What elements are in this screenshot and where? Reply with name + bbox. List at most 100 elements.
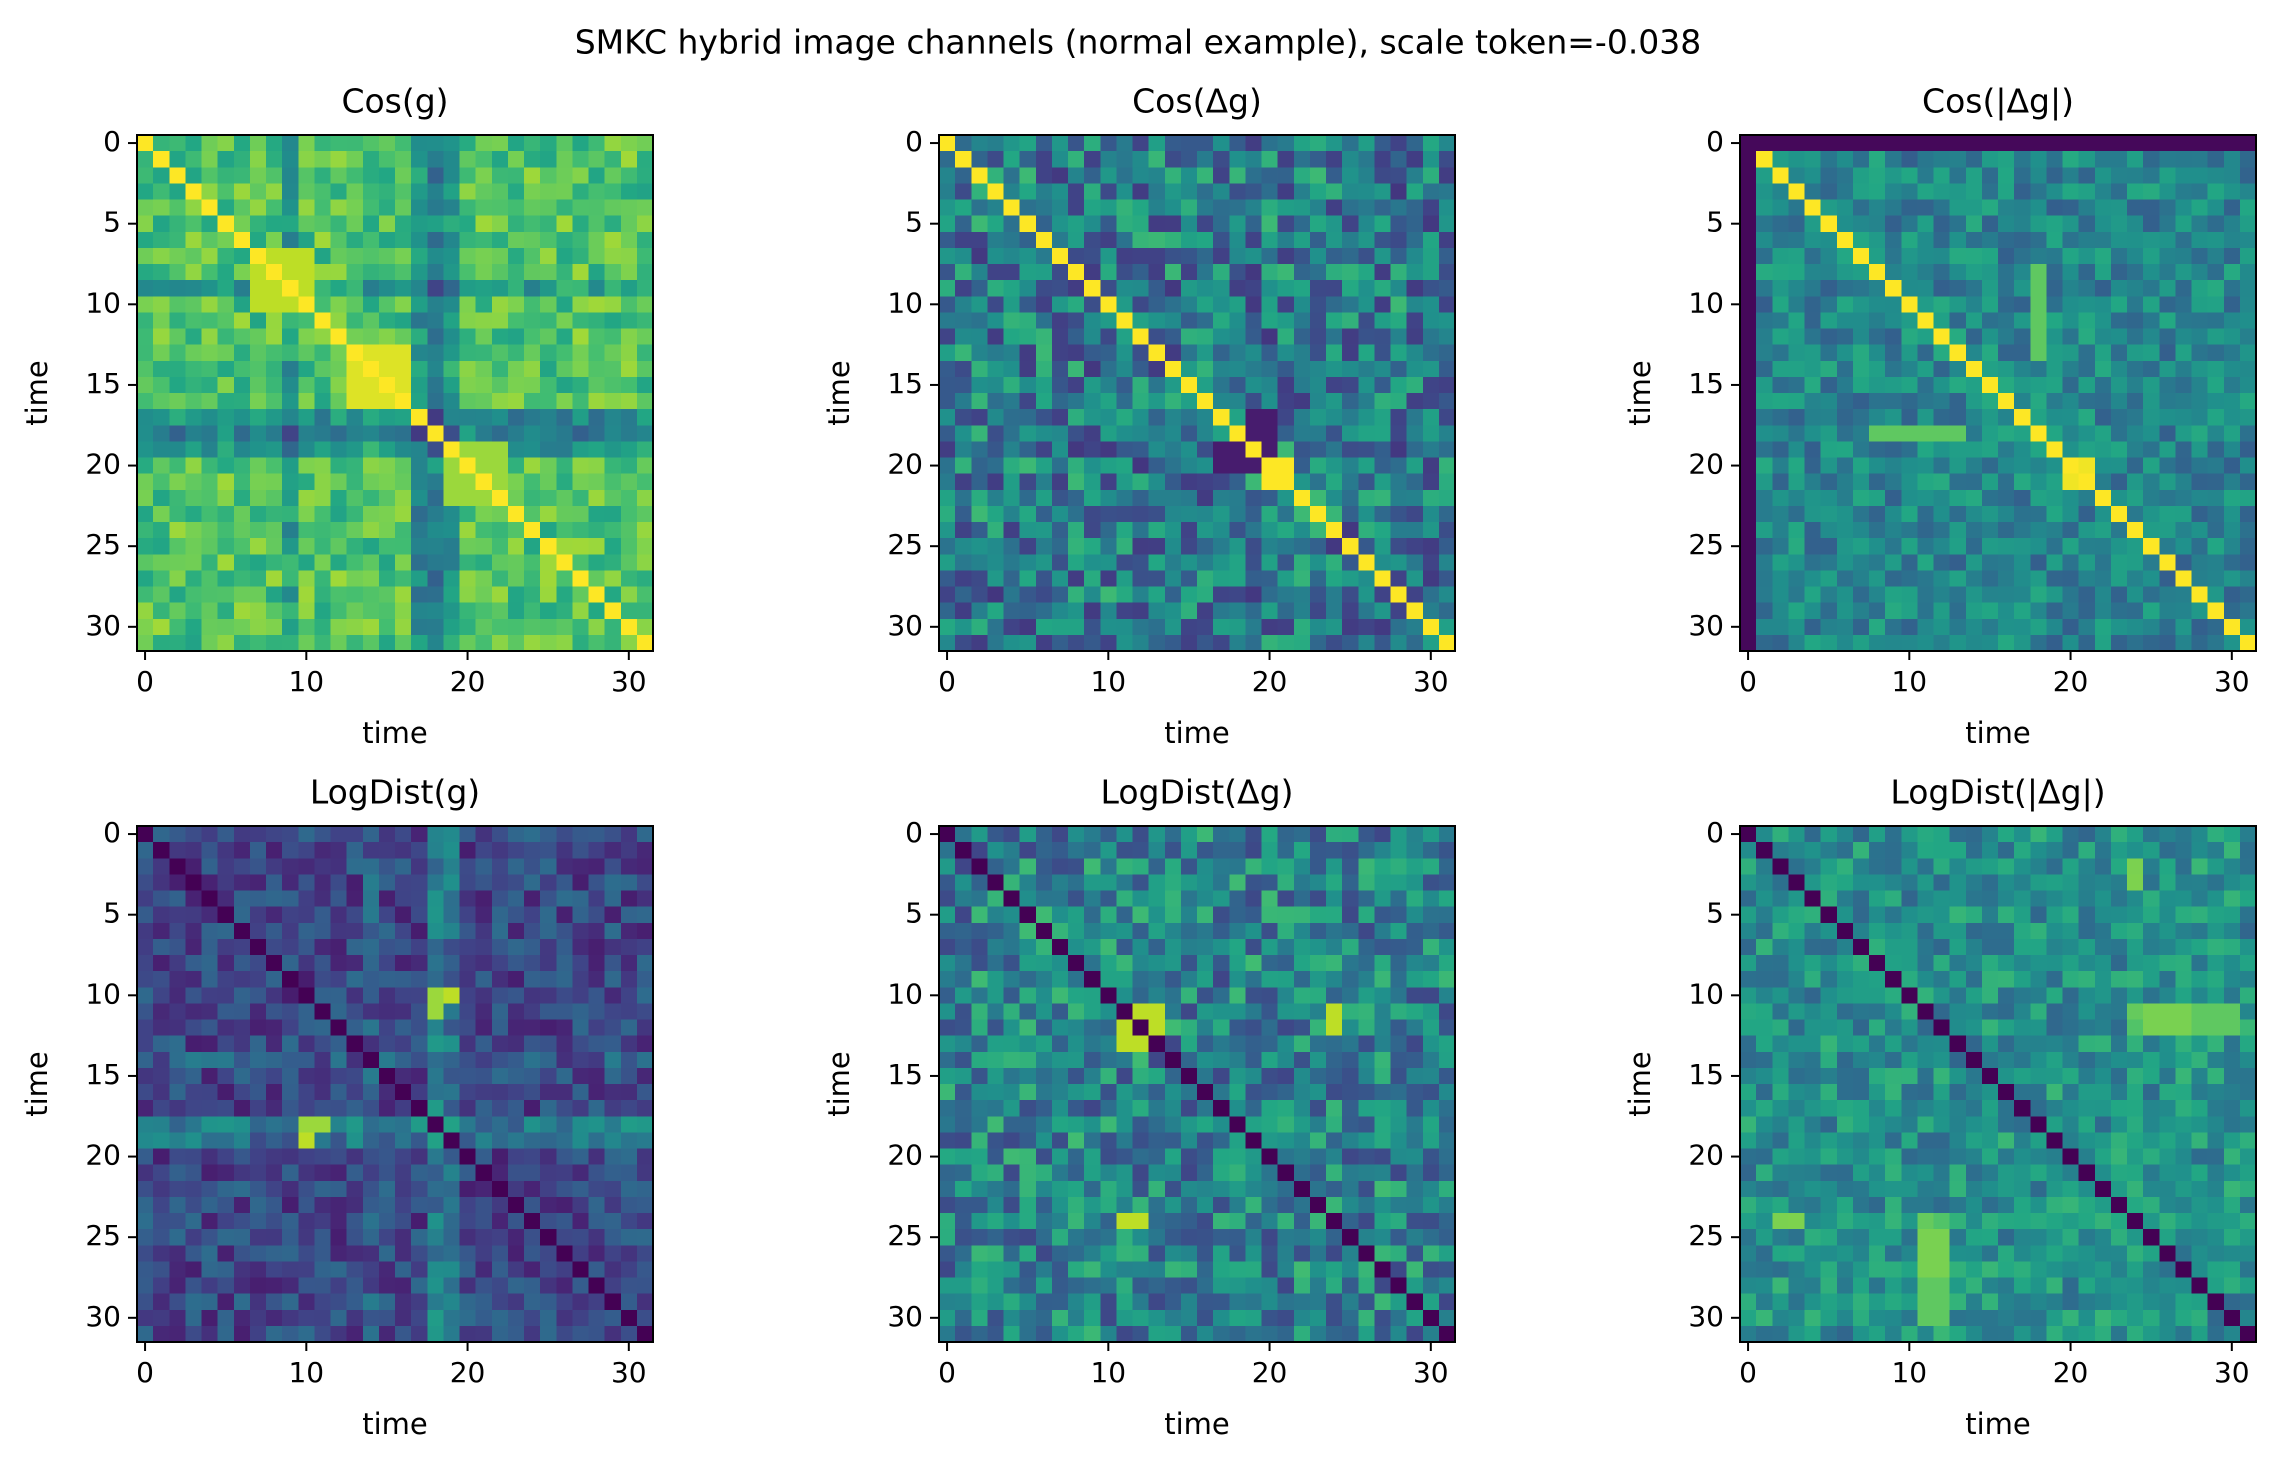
heatmap-cell	[1374, 151, 1392, 168]
heatmap-cell	[2014, 634, 2031, 652]
heatmap-cell	[475, 570, 493, 588]
heatmap-cell	[2062, 505, 2080, 523]
heatmap-cell	[298, 1196, 315, 1214]
heatmap-cell	[443, 1277, 461, 1295]
y-tick-label: 30	[1688, 609, 1724, 642]
heatmap-cell	[1116, 231, 1134, 249]
heatmap-cell	[540, 1084, 557, 1101]
heatmap-cell	[1358, 1148, 1375, 1166]
heatmap-cell	[2078, 473, 2096, 491]
heatmap-cell	[1949, 376, 1967, 394]
heatmap-cell	[1100, 505, 1117, 523]
heatmap-cell	[1772, 215, 1789, 233]
heatmap-cell	[298, 1019, 315, 1037]
heatmap-cell	[1390, 538, 1408, 555]
heatmap-cell	[1019, 1035, 1037, 1053]
heatmap-cell	[1374, 874, 1392, 892]
heatmap-cell	[1326, 538, 1343, 555]
heatmap-cell	[314, 328, 332, 346]
heatmap-cell	[955, 971, 972, 988]
heatmap-cell	[1229, 328, 1246, 346]
heatmap-cell	[1917, 393, 1935, 410]
heatmap-cell	[1068, 1084, 1085, 1101]
heatmap-cell	[475, 1261, 493, 1279]
heatmap-cell	[2175, 344, 2193, 362]
heatmap-cell	[1309, 634, 1327, 652]
heatmap-cell	[1358, 1164, 1375, 1182]
heatmap-cell	[1245, 264, 1263, 281]
heatmap-cell	[1949, 344, 1967, 362]
heatmap-cell	[604, 312, 622, 330]
heatmap-cell	[2030, 135, 2047, 152]
heatmap-cell	[153, 1229, 170, 1246]
heatmap-cell	[1245, 1213, 1263, 1230]
heatmap-cell	[620, 505, 638, 523]
heatmap-cell	[427, 328, 444, 346]
heatmap-cell	[395, 618, 412, 636]
heatmap-cell	[2014, 264, 2031, 281]
heatmap-cell	[1245, 1180, 1263, 1198]
heatmap-cell	[1390, 409, 1408, 426]
heatmap-cell	[1965, 538, 1983, 555]
heatmap-cell	[2062, 586, 2080, 604]
heatmap-cell	[298, 1277, 315, 1295]
heatmap-cell	[298, 955, 315, 972]
heatmap-cell	[491, 602, 509, 620]
heatmap-cell	[491, 522, 509, 539]
heatmap-cell	[1245, 296, 1263, 313]
heatmap-cell	[266, 570, 283, 588]
heatmap-cell	[1374, 264, 1392, 281]
heatmap-cell	[185, 312, 203, 330]
heatmap-cell	[604, 1116, 622, 1133]
heatmap-cell	[1148, 376, 1166, 394]
heatmap-cell	[1100, 1213, 1117, 1230]
heatmap-cell	[1326, 505, 1343, 523]
heatmap-cell	[1051, 328, 1069, 346]
heatmap-cell	[330, 906, 348, 924]
heatmap-cell	[1084, 409, 1101, 426]
heatmap-cells	[137, 135, 654, 652]
heatmap-cell	[955, 586, 972, 604]
heatmap-cell	[427, 199, 444, 217]
heatmap-cell	[1981, 151, 1999, 168]
heatmap-cell	[1949, 618, 1967, 636]
heatmap-cell	[201, 922, 219, 940]
heatmap-cell	[314, 1229, 332, 1246]
heatmap-cell	[346, 231, 364, 249]
heatmap-cell	[491, 906, 509, 924]
heatmap-cell	[491, 858, 509, 875]
heatmap-cell	[1035, 457, 1053, 475]
heatmap-cell	[378, 441, 396, 459]
heatmap-cell	[314, 987, 332, 1004]
heatmap-cell	[1148, 393, 1166, 410]
heatmap-cell	[1100, 393, 1117, 410]
heatmap-cell	[427, 858, 444, 875]
heatmap-cell	[2110, 505, 2128, 523]
heatmap-cell	[524, 167, 541, 184]
heatmap-cell	[2094, 344, 2112, 362]
heatmap-cell	[266, 1229, 283, 1246]
heatmap-cell	[2094, 505, 2112, 523]
heatmap-cell	[2030, 264, 2047, 281]
heatmap-cell	[282, 473, 299, 491]
heatmap-cell	[185, 1293, 203, 1311]
heatmap-cell	[572, 247, 590, 265]
heatmap-cell	[475, 1148, 493, 1166]
heatmap-cell	[2030, 409, 2047, 426]
heatmap-cell	[588, 376, 606, 394]
heatmap-cell	[987, 922, 1005, 940]
heatmap-cell	[185, 183, 203, 201]
heatmap-cell	[987, 826, 1005, 843]
heatmap-cell	[1326, 570, 1343, 588]
heatmap-cell	[217, 328, 235, 346]
heatmap-cell	[1084, 393, 1101, 410]
heatmap-cell	[1326, 858, 1343, 875]
heatmap-cell	[169, 409, 186, 426]
heatmap-cell	[2014, 280, 2031, 297]
heatmap-cell	[1164, 1213, 1182, 1230]
heatmap-cell	[1148, 1084, 1166, 1101]
heatmap-cell	[1869, 522, 1886, 539]
heatmap-cell	[427, 522, 444, 539]
heatmap-cell	[1229, 938, 1246, 956]
heatmap-cell	[955, 425, 972, 442]
